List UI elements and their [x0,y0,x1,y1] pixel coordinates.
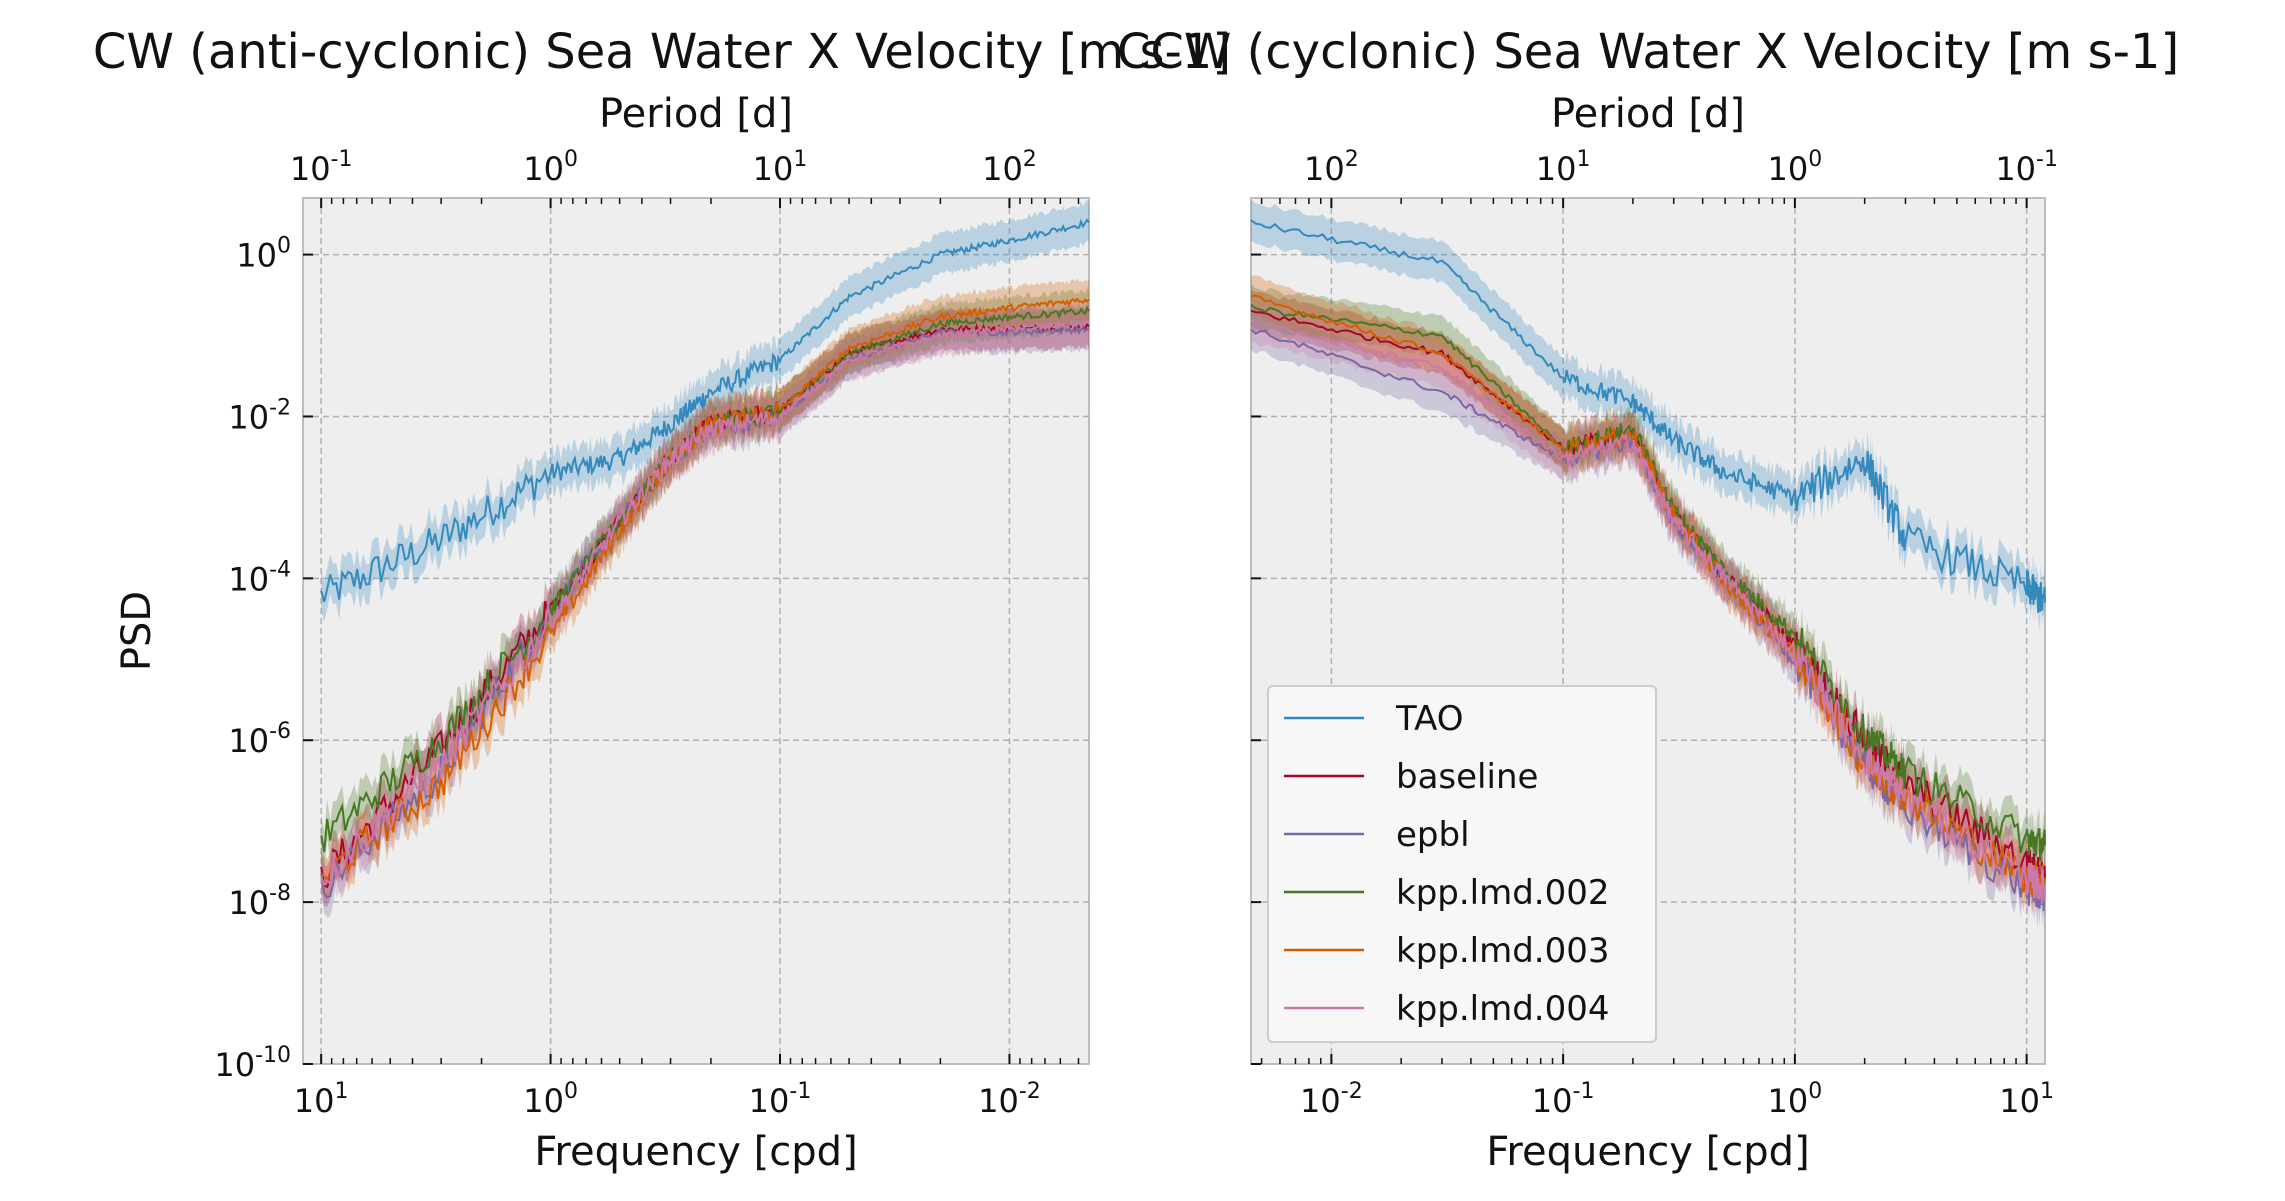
top-tick-label: 10-1 [1995,147,2058,188]
series-band-TAO [321,199,1089,623]
legend-label: TAO [1395,699,1464,739]
legend-label: epbl [1396,815,1470,855]
y-tick-label: 10-2 [228,395,291,436]
legend-box [1267,685,1657,1043]
top-tick-label: 100 [1768,147,1823,188]
x-tick-label: 100 [523,1079,578,1120]
chart-title: CW (anti-cyclonic) Sea Water X Velocity … [93,24,1231,80]
chart-panel-ccw: 10-2 10-1 100 101 102 101 100 10-1 CCW (cycloni… [1117,24,2179,1175]
plot-area [302,197,1090,1065]
series-line-TAO [320,218,1090,603]
top-tick-label: 102 [982,147,1037,188]
x-tick-label: 100 [1768,1079,1823,1120]
chart-panel-cw: 101 100 10-1 10-2 10-1 100 101 102 100 10-2 10-4 10… [93,24,1231,1175]
y-tick-label: 100 [236,234,291,275]
chart-title: CCW (cyclonic) Sea Water X Velocity [m s… [1117,24,2179,80]
series-line-baseline [320,322,1090,889]
y-axis-label: PSD [114,591,160,671]
x-tick-label: 10-2 [978,1079,1041,1120]
legend-label: baseline [1396,757,1538,797]
series-band-epbl [1251,309,2045,932]
series-line-kpp.lmd.004 [320,319,1090,887]
legend-label: kpp.lmd.003 [1396,931,1610,971]
series-line-kpp.lmd.002 [320,305,1090,853]
y-tick-label: 10-10 [214,1043,291,1084]
top-tick-label: 101 [753,147,808,188]
top-axis-label: Period [d] [1551,91,1745,137]
legend-label: kpp.lmd.004 [1396,989,1610,1029]
x-tick-label: 10-2 [1300,1079,1363,1120]
top-tick-label: 102 [1304,147,1359,188]
x-tick-label: 101 [294,1079,349,1120]
y-tick-label: 10-6 [228,719,291,760]
series-line-TAO [1250,219,2046,613]
y-tick-label: 10-4 [228,557,291,598]
x-tick-label: 10-1 [749,1079,812,1120]
legend: TAO baseline epbl kpp.lmd.002 kpp.lmd.003 kpp… [1267,685,1657,1043]
top-tick-label: 100 [523,147,578,188]
top-axis-label: Period [d] [599,91,793,137]
x-tick-label: 101 [1999,1079,2054,1120]
x-tick-label: 10-1 [1532,1079,1595,1120]
series-band-kpp.lmd.003 [1251,275,2045,916]
x-axis-label: Frequency [cpd] [1486,1129,1809,1175]
top-tick-label: 10-1 [290,147,353,188]
top-tick-label: 101 [1536,147,1591,188]
legend-label: kpp.lmd.002 [1396,873,1610,913]
x-axis-label: Frequency [cpd] [534,1129,857,1175]
y-tick-label: 10-8 [228,881,291,922]
series-line-kpp.lmd.004 [1250,319,2046,904]
